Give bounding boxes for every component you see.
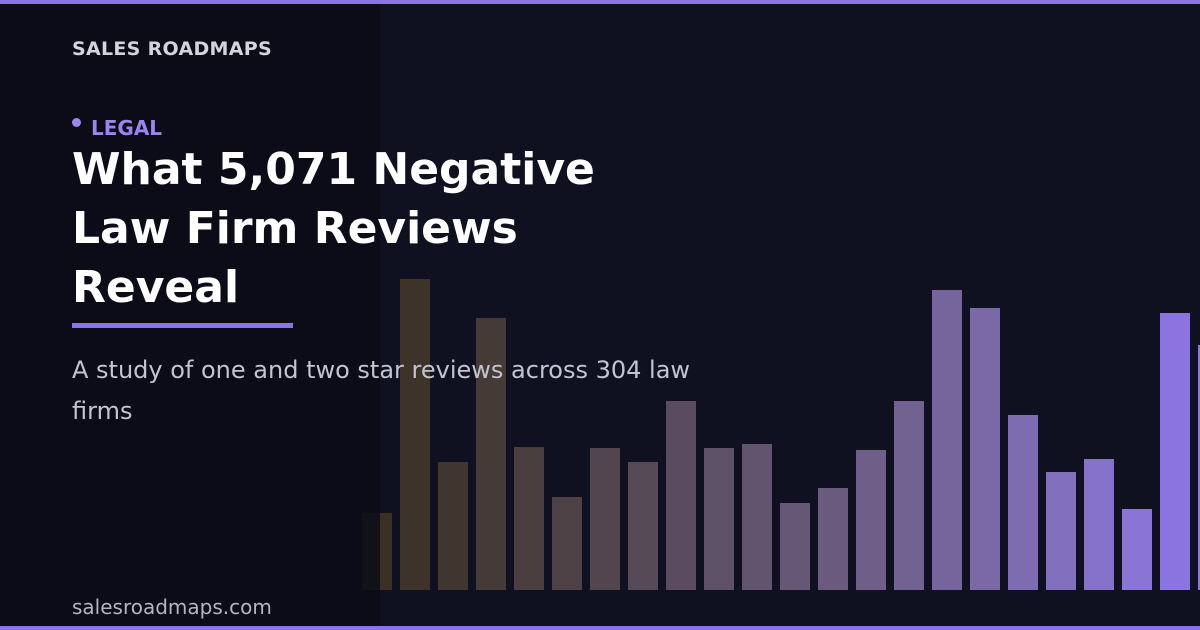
tag-dot: [72, 117, 81, 127]
tag-text: LEGAL: [91, 116, 163, 140]
headline: What 5,071 Negative Law Firm Reviews Rev…: [72, 144, 595, 313]
brand: SALES ROADMAPS: [72, 38, 272, 60]
left-panel: [0, 0, 380, 630]
title-underline: [72, 323, 293, 328]
category-tag: LEGAL: [72, 116, 162, 140]
bottom-border: [0, 626, 1200, 630]
top-border: [0, 0, 1200, 4]
subtitle: A study of one and two star reviews acro…: [72, 356, 691, 425]
footer-url: salesroadmaps.com: [72, 595, 272, 619]
